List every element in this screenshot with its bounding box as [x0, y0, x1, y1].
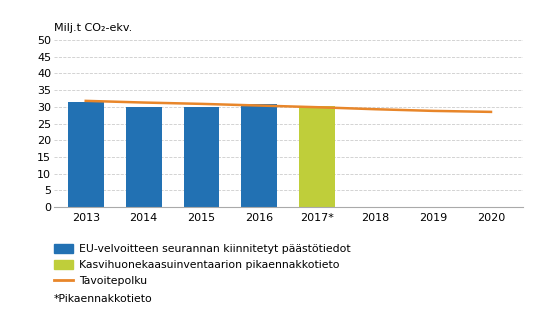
Bar — [299, 106, 335, 207]
Bar — [241, 104, 278, 207]
Bar — [184, 107, 219, 207]
Legend: EU-velvoitteen seurannan kiinnitetyt päästötiedot, Kasvihuonekaasuinventaarion p: EU-velvoitteen seurannan kiinnitetyt pää… — [54, 244, 350, 287]
Text: *Pikaennakkotieto: *Pikaennakkotieto — [54, 294, 153, 304]
Bar — [126, 107, 162, 207]
Bar — [68, 102, 103, 207]
Text: Milj.t CO₂-ekv.: Milj.t CO₂-ekv. — [54, 23, 132, 33]
